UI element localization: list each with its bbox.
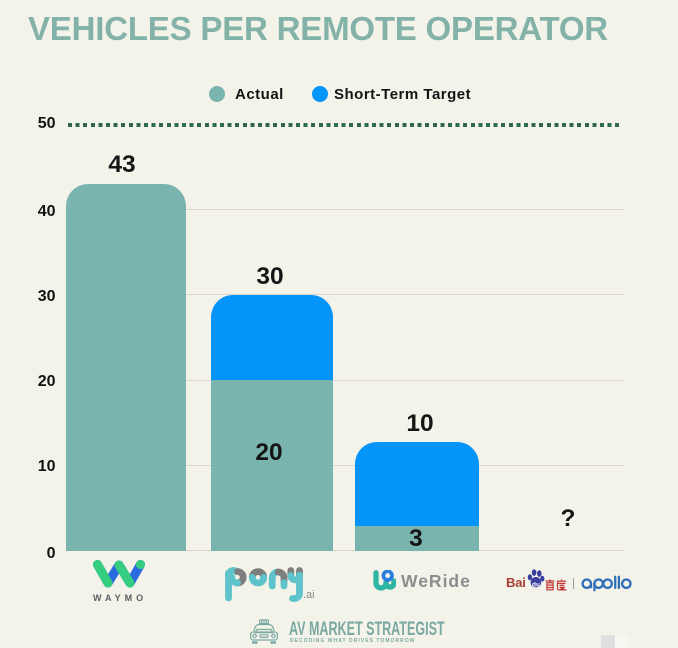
svg-text:du: du (532, 581, 540, 588)
svg-text:.ai: .ai (303, 589, 315, 601)
